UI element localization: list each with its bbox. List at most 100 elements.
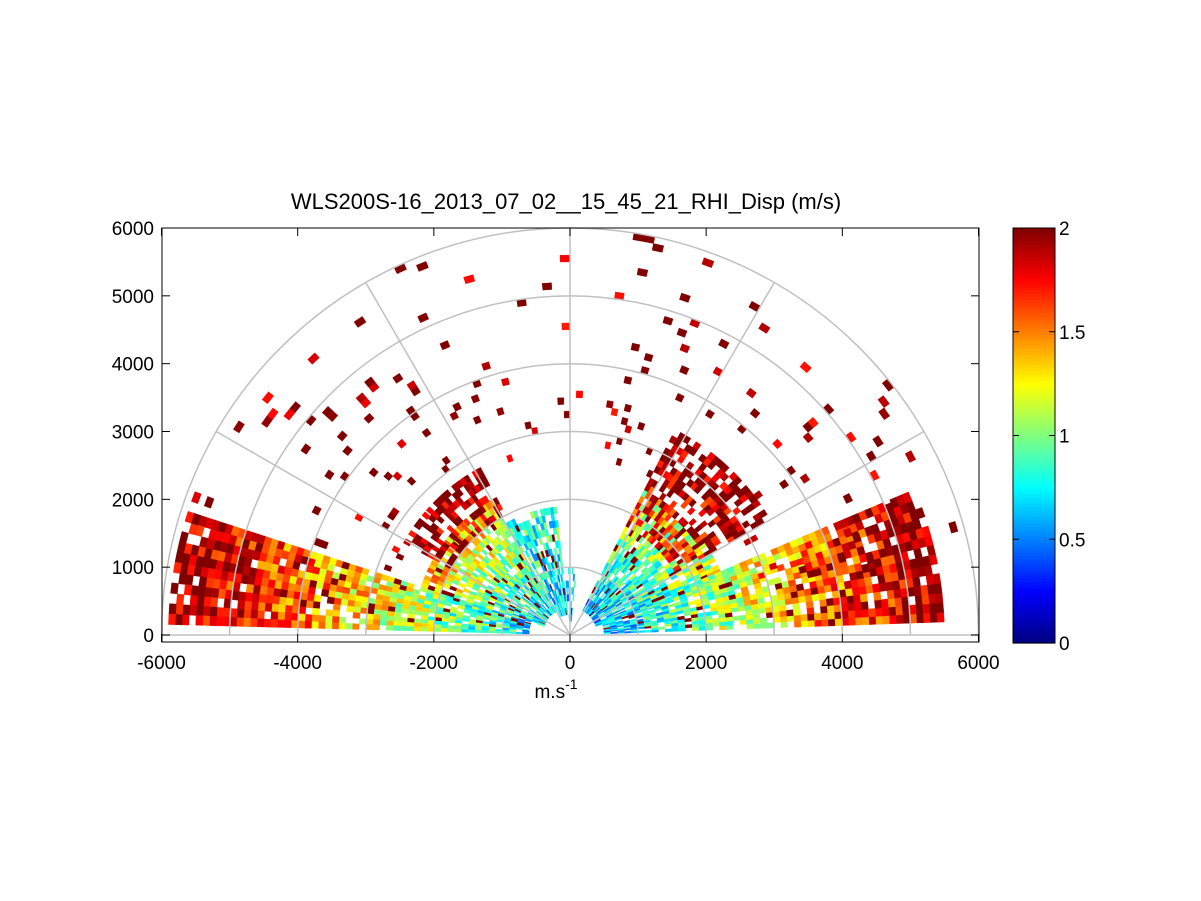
radar-cell bbox=[311, 614, 320, 623]
colorbar-strip bbox=[1013, 377, 1055, 381]
radar-cell bbox=[263, 618, 272, 628]
colorbar-strip bbox=[1013, 542, 1055, 547]
colorbar-strip bbox=[1013, 263, 1055, 268]
radar-cell bbox=[178, 573, 187, 585]
radar-cell bbox=[440, 628, 448, 633]
radar-cell bbox=[250, 609, 259, 619]
radar-cell bbox=[448, 532, 458, 541]
radar-cell bbox=[623, 375, 633, 385]
x-tick-label: 6000 bbox=[957, 653, 999, 674]
colorbar-strip bbox=[1013, 228, 1055, 232]
radar-cell bbox=[358, 618, 367, 625]
radar-cell bbox=[324, 621, 333, 630]
radar-cell bbox=[886, 589, 895, 600]
colorbar-strip bbox=[1013, 347, 1055, 352]
radar-cell bbox=[447, 628, 455, 633]
radar-cell bbox=[324, 469, 335, 481]
radar-cell bbox=[368, 467, 379, 478]
colorbar-strip bbox=[1013, 561, 1055, 566]
radar-cell bbox=[880, 598, 890, 609]
radar-cell bbox=[636, 267, 649, 277]
colorbar-strip bbox=[1013, 344, 1055, 349]
colorbar-strip bbox=[1013, 266, 1055, 271]
radar-cell bbox=[454, 628, 462, 633]
colorbar-strip bbox=[1013, 328, 1055, 333]
radar-cell bbox=[470, 394, 480, 404]
radar-cell bbox=[321, 405, 334, 418]
radar-cell bbox=[195, 605, 204, 617]
colorbar-strip bbox=[1013, 279, 1055, 284]
x-tick-label: -4000 bbox=[273, 653, 322, 674]
radar-cell bbox=[852, 532, 862, 544]
radar-cell bbox=[915, 604, 924, 615]
radar-cell bbox=[168, 603, 177, 615]
x-tick-label: 4000 bbox=[821, 653, 863, 674]
radar-cell bbox=[372, 624, 380, 631]
radar-cell bbox=[889, 614, 897, 625]
radar-cell bbox=[800, 620, 809, 628]
radar-cell bbox=[413, 618, 422, 624]
radar-cell bbox=[778, 604, 787, 612]
radar-cell bbox=[265, 594, 274, 605]
radar-cell bbox=[698, 626, 707, 631]
radar-cell bbox=[372, 619, 381, 626]
x-tick-label: 2000 bbox=[685, 653, 727, 674]
colorbar-strip bbox=[1013, 318, 1055, 323]
radar-cell bbox=[320, 589, 330, 598]
radar-cell bbox=[623, 403, 632, 413]
radar-cell bbox=[346, 599, 356, 607]
radar-cell bbox=[351, 623, 360, 630]
radar-cell bbox=[331, 622, 340, 630]
radar-cell bbox=[705, 626, 714, 631]
radar-cell bbox=[873, 591, 882, 601]
colorbar-strip bbox=[1013, 296, 1055, 300]
radar-cell bbox=[803, 588, 812, 597]
radial-line bbox=[215, 430, 571, 636]
radar-cell bbox=[237, 591, 247, 602]
colorbar-strip bbox=[1013, 477, 1055, 482]
colorbar-strip bbox=[1013, 403, 1055, 407]
radar-cell bbox=[433, 627, 442, 632]
radar-cell bbox=[433, 624, 442, 629]
radar-cell bbox=[175, 614, 183, 626]
colorbar-strip bbox=[1013, 354, 1055, 359]
radar-cell bbox=[290, 620, 299, 629]
radar-cell bbox=[189, 604, 197, 616]
radar-cell bbox=[317, 621, 326, 629]
radar-cell bbox=[641, 530, 649, 539]
radar-cell bbox=[469, 512, 478, 521]
radar-cell bbox=[400, 617, 408, 623]
colorbar-strip bbox=[1013, 367, 1055, 372]
radar-cell bbox=[406, 380, 418, 391]
radar-cell bbox=[261, 391, 274, 405]
colorbar-strip bbox=[1013, 523, 1055, 527]
radar-cell bbox=[837, 553, 847, 564]
radar-cell bbox=[605, 400, 614, 409]
radar-cell bbox=[338, 622, 346, 630]
colorbar-strip bbox=[1013, 584, 1055, 589]
radar-cell bbox=[711, 564, 720, 572]
colorbar-strip bbox=[1013, 493, 1055, 498]
radar-cell bbox=[379, 614, 388, 621]
radar-cell bbox=[904, 450, 917, 463]
radar-cell bbox=[399, 621, 408, 627]
radar-cell bbox=[447, 625, 455, 630]
radar-cell bbox=[854, 609, 863, 618]
radar-cell bbox=[198, 576, 208, 588]
radar-cell bbox=[645, 469, 654, 479]
radar-cell bbox=[215, 616, 224, 627]
x-tick-label: 0 bbox=[565, 653, 576, 674]
radar-cell bbox=[848, 617, 857, 626]
radar-cell bbox=[451, 483, 460, 492]
radar-cell bbox=[936, 611, 945, 623]
colorbar-strip bbox=[1013, 331, 1055, 336]
radar-cell bbox=[820, 605, 828, 614]
colorbar-strip bbox=[1013, 474, 1055, 479]
radar-cell bbox=[392, 625, 401, 631]
colorbar-strip bbox=[1013, 373, 1055, 378]
colorbar-strip bbox=[1013, 458, 1055, 463]
colorbar-strip bbox=[1013, 273, 1055, 278]
radar-cell bbox=[304, 620, 312, 629]
colorbar-strip bbox=[1013, 292, 1055, 297]
colorbar-strip bbox=[1013, 532, 1055, 537]
